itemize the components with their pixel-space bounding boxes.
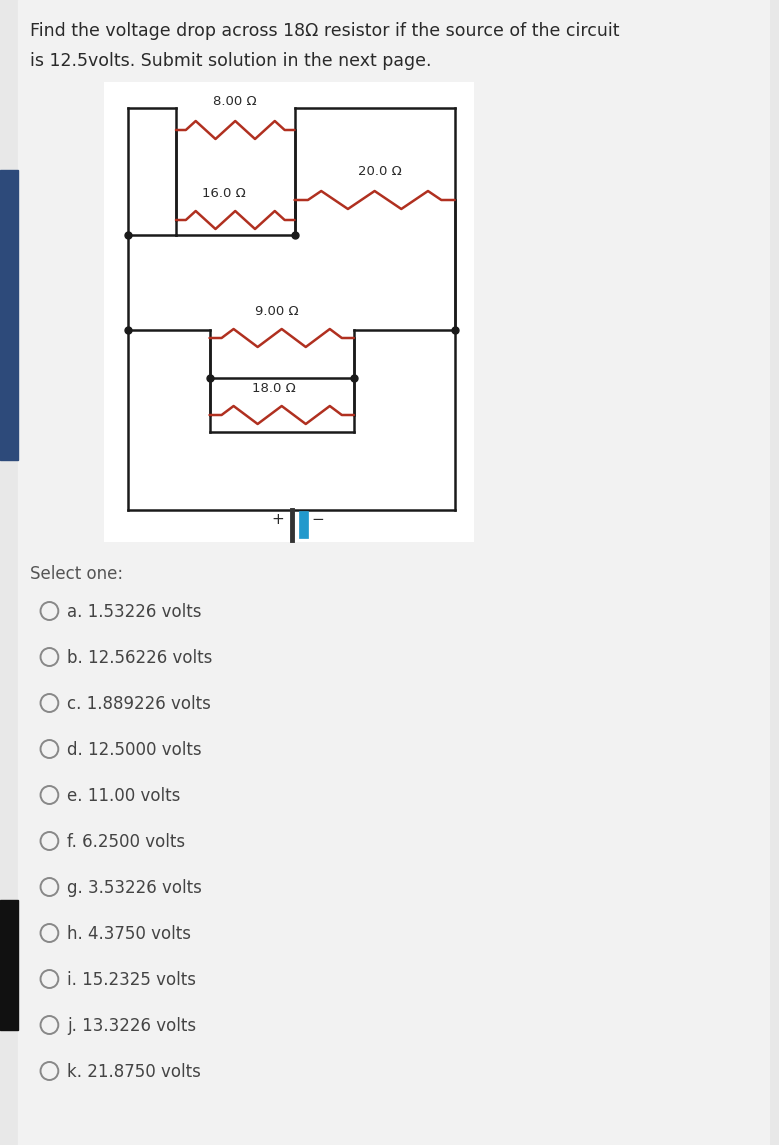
Text: f. 6.2500 volts: f. 6.2500 volts	[67, 834, 185, 851]
Text: 18.0 Ω: 18.0 Ω	[252, 382, 296, 395]
Text: b. 12.56226 volts: b. 12.56226 volts	[67, 649, 213, 668]
Bar	[0, 900, 18, 1030]
Text: Find the voltage drop across 18Ω resistor if the source of the circuit: Find the voltage drop across 18Ω resisto…	[30, 22, 619, 40]
Text: c. 1.889226 volts: c. 1.889226 volts	[67, 695, 211, 713]
Text: Select one:: Select one:	[30, 564, 123, 583]
Text: e. 11.00 volts: e. 11.00 volts	[67, 787, 181, 805]
Text: +: +	[271, 512, 284, 527]
Text: 9.00 Ω: 9.00 Ω	[255, 305, 298, 318]
Text: 20.0 Ω: 20.0 Ω	[358, 165, 401, 177]
Bar	[0, 169, 18, 460]
Text: 16.0 Ω: 16.0 Ω	[202, 187, 245, 200]
Bar	[104, 82, 474, 542]
Text: k. 21.8750 volts: k. 21.8750 volts	[67, 1063, 201, 1081]
Text: d. 12.5000 volts: d. 12.5000 volts	[67, 741, 202, 759]
Text: a. 1.53226 volts: a. 1.53226 volts	[67, 603, 202, 621]
Text: 8.00 Ω: 8.00 Ω	[213, 95, 257, 108]
Text: i. 15.2325 volts: i. 15.2325 volts	[67, 971, 196, 989]
Text: g. 3.53226 volts: g. 3.53226 volts	[67, 879, 202, 897]
Text: is 12.5volts. Submit solution in the next page.: is 12.5volts. Submit solution in the nex…	[30, 52, 431, 70]
Text: j. 13.3226 volts: j. 13.3226 volts	[67, 1017, 196, 1035]
Text: −: −	[312, 512, 324, 527]
Text: h. 4.3750 volts: h. 4.3750 volts	[67, 925, 191, 943]
